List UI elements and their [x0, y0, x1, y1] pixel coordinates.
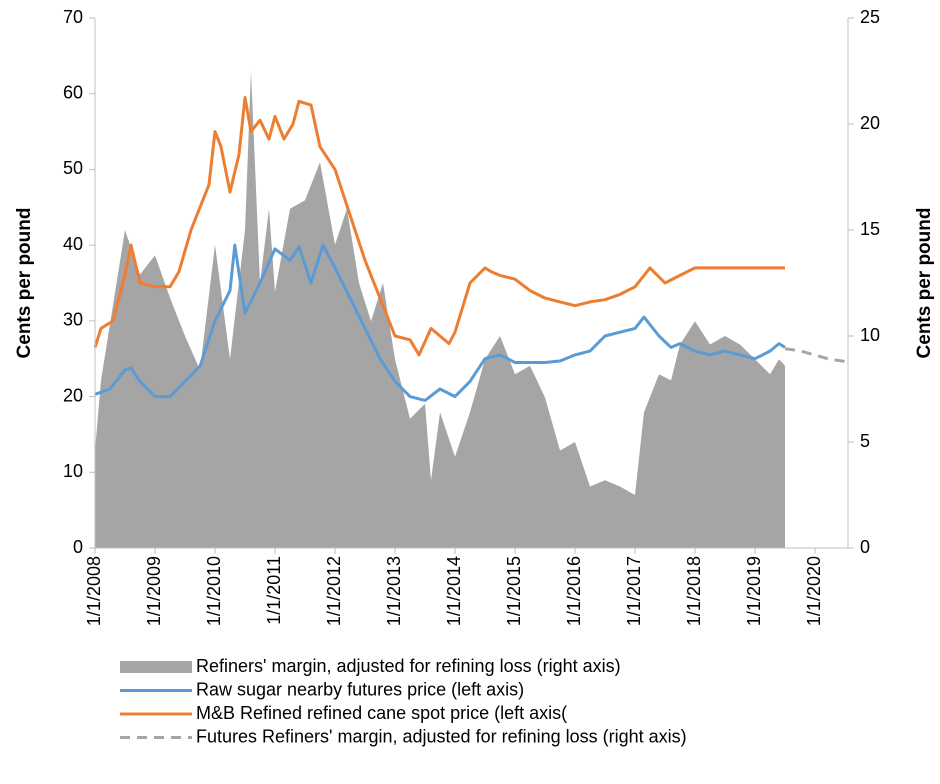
y-tick-label: 30 [63, 310, 83, 330]
y2-tick-label: 10 [860, 325, 880, 345]
x-tick-label: 1/1/2012 [324, 556, 344, 626]
x-tick-label: 1/1/2013 [384, 556, 404, 626]
x-tick-label: 1/1/2015 [504, 556, 524, 626]
y-axis-title: Cents per pound [14, 208, 35, 359]
y-tick-label: 40 [63, 234, 83, 254]
x-tick-label: 1/1/2017 [624, 556, 644, 626]
line [93, 96, 785, 357]
legend-label: Refiners' margin, adjusted for refining … [196, 656, 621, 676]
y-tick-label: 50 [63, 158, 83, 178]
x-tick-label: 1/1/2018 [684, 556, 704, 626]
area [95, 71, 785, 548]
x-tick-label: 1/1/2010 [204, 556, 224, 626]
legend-label: M&B Refined refined cane spot price (lef… [196, 703, 567, 723]
y2-tick-label: 25 [860, 7, 880, 27]
x-tick-label: 1/1/2016 [564, 556, 584, 626]
x-tick-label: 1/1/2008 [84, 556, 104, 626]
legend-label: Raw sugar nearby futures price (left axi… [196, 679, 524, 699]
y-tick-label: 60 [63, 82, 83, 102]
y-tick-label: 20 [63, 385, 83, 405]
x-tick-label: 1/1/2019 [744, 556, 764, 626]
x-tick-label: 1/1/2011 [264, 556, 284, 625]
y2-tick-label: 0 [860, 537, 870, 557]
x-tick-label: 1/1/2014 [444, 556, 464, 626]
y2-axis-title: Cents per pound [914, 208, 935, 359]
legend-label: Futures Refiners' margin, adjusted for r… [196, 726, 687, 746]
line [94, 243, 786, 402]
y2-tick-label: 5 [860, 431, 870, 451]
x-tick-label: 1/1/2009 [144, 556, 164, 626]
y-tick-label: 0 [73, 537, 83, 557]
x-tick-label: 1/1/2020 [804, 556, 824, 626]
legend-swatch [120, 661, 192, 673]
y-tick-label: 70 [63, 7, 83, 27]
y-tick-label: 10 [63, 461, 83, 481]
line [784, 347, 846, 363]
y2-tick-label: 20 [860, 113, 880, 133]
y2-tick-label: 15 [860, 219, 880, 239]
